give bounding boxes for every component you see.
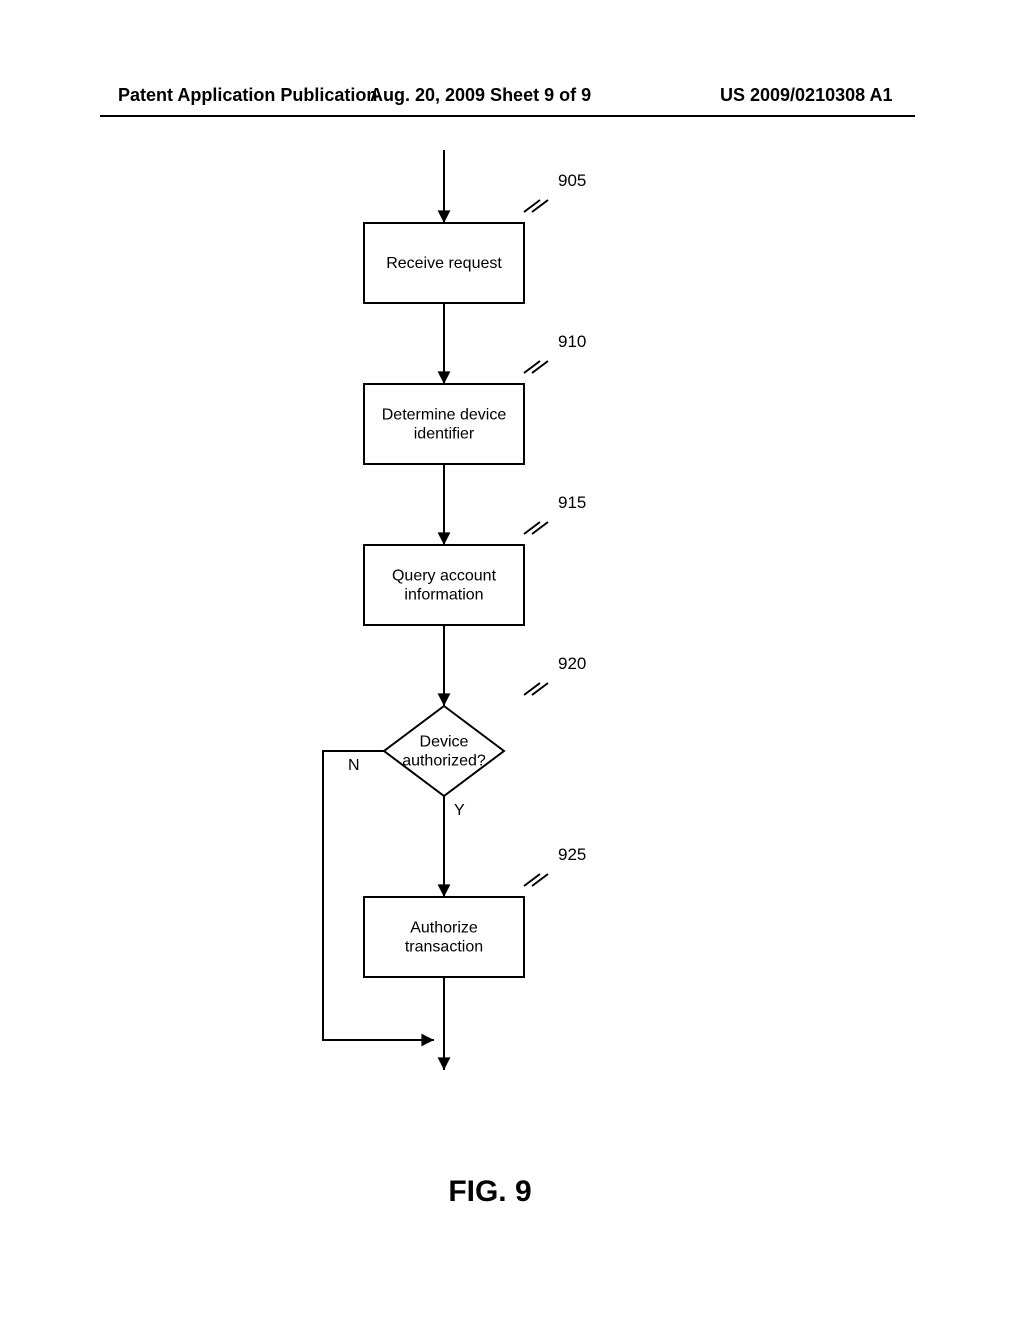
svg-text:905: 905	[558, 171, 586, 190]
svg-text:910: 910	[558, 332, 586, 351]
svg-text:N: N	[348, 757, 360, 774]
page: Patent Application Publication Aug. 20, …	[0, 0, 1024, 1320]
svg-text:915: 915	[558, 493, 586, 512]
svg-text:identifier: identifier	[414, 425, 475, 442]
svg-text:Y: Y	[454, 802, 465, 819]
svg-text:information: information	[404, 586, 483, 603]
svg-text:Query account: Query account	[392, 567, 497, 584]
svg-text:authorized?: authorized?	[402, 752, 486, 769]
svg-text:925: 925	[558, 845, 586, 864]
svg-text:Device: Device	[420, 733, 469, 750]
svg-text:Receive request: Receive request	[386, 255, 502, 272]
svg-text:Determine device: Determine device	[382, 406, 507, 423]
svg-text:Authorize: Authorize	[410, 919, 478, 936]
svg-text:920: 920	[558, 654, 586, 673]
flowchart: Y N Receive request 905 Determine device iden…	[0, 0, 1024, 1320]
figure-label: FIG. 9	[390, 1175, 590, 1209]
svg-text:transaction: transaction	[405, 938, 483, 955]
